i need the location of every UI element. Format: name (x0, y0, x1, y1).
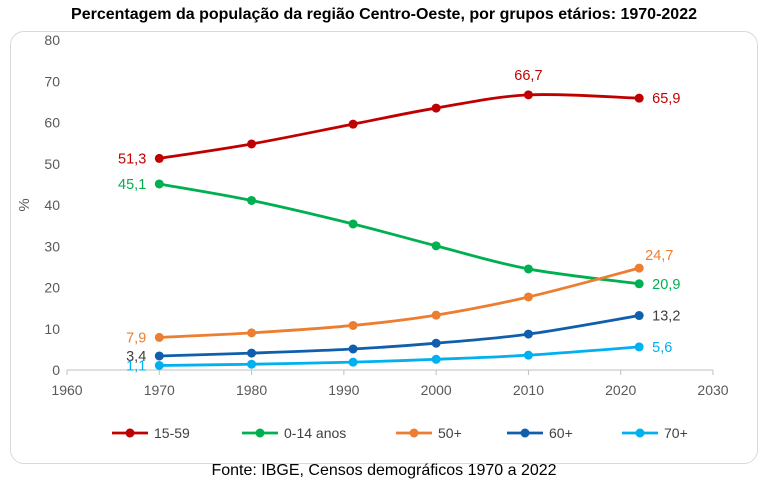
y-tick-label: 80 (44, 32, 60, 48)
data-labels: 51,3 66,7 65,9 45,1 20,9 7,9 24,7 3,4 13,2 1,1 5,6 (118, 68, 680, 375)
chart-panel (10, 31, 758, 464)
data-point (634, 311, 644, 321)
data-point (523, 90, 533, 100)
data-point (154, 351, 164, 361)
data-point (247, 195, 257, 205)
legend-label: 0-14 anos (284, 425, 346, 441)
y-axis-label: % (16, 198, 33, 211)
legend-label: 60+ (549, 425, 573, 441)
data-point (154, 332, 164, 342)
chart-title: Percentagem da população da região Centr… (71, 6, 697, 23)
data-label: 7,9 (126, 330, 146, 346)
data-point (348, 344, 358, 354)
data-point (634, 342, 644, 352)
x-tick-label: 2020 (605, 382, 636, 398)
series-line (159, 345, 640, 367)
data-label: 24,7 (645, 248, 673, 264)
data-label: 65,9 (652, 91, 680, 107)
legend-label: 50+ (438, 425, 462, 441)
legend-swatch-marker (409, 428, 419, 438)
data-label: 66,7 (514, 68, 542, 84)
data-label: 3,4 (126, 349, 146, 365)
data-point (247, 359, 257, 369)
data-point (634, 93, 644, 103)
data-point (348, 320, 358, 330)
series-0-14-anos (154, 179, 644, 289)
x-tick-label: 1960 (51, 382, 82, 398)
legend: 15-59 0-14 anos 50+ 60+ 70+ (112, 425, 688, 441)
data-point (523, 292, 533, 302)
legend-item: 60+ (507, 425, 573, 441)
data-point (431, 338, 441, 348)
legend-swatch-marker (255, 428, 265, 438)
y-tick-label: 40 (44, 197, 60, 213)
data-label: 1,1 (126, 358, 146, 374)
series-60- (154, 311, 644, 361)
x-tick-label: 1970 (144, 382, 175, 398)
data-point (247, 348, 257, 358)
y-tick-label: 50 (44, 156, 60, 172)
legend-item: 15-59 (112, 425, 190, 441)
y-tick-label: 10 (44, 321, 60, 337)
data-point (431, 241, 441, 251)
data-point (154, 153, 164, 163)
data-point (634, 279, 644, 289)
data-point (247, 139, 257, 149)
series-line (159, 314, 640, 358)
y-tick-label: 30 (44, 238, 60, 254)
x-tick-label: 2030 (697, 382, 728, 398)
legend-swatch-marker (635, 428, 645, 438)
data-point (634, 263, 644, 273)
data-point (348, 119, 358, 129)
x-tick-label: 2010 (513, 382, 544, 398)
legend-swatch-marker (520, 428, 530, 438)
legend-swatch-marker (125, 428, 135, 438)
data-point (247, 328, 257, 338)
data-point (431, 310, 441, 320)
legend-item: 70+ (622, 425, 688, 441)
data-point (348, 219, 358, 229)
legend-item: 0-14 anos (242, 425, 346, 441)
series-line (159, 266, 640, 339)
x-tick-label: 2000 (421, 382, 452, 398)
data-label: 5,6 (652, 340, 672, 356)
data-label: 13,2 (652, 309, 680, 325)
source-note: Fonte: IBGE, Censos demográficos 1970 a … (211, 462, 557, 479)
data-label: 51,3 (118, 151, 146, 167)
y-tick-label: 0 (52, 362, 60, 378)
data-point (348, 357, 358, 367)
data-point (431, 103, 441, 113)
data-point (523, 350, 533, 360)
series-70- (154, 342, 644, 370)
data-point (154, 179, 164, 189)
series-15-59 (154, 90, 644, 163)
data-point (154, 360, 164, 370)
series-50- (154, 263, 644, 342)
legend-label: 15-59 (154, 425, 190, 441)
y-tick-label: 20 (44, 280, 60, 296)
x-tick-label: 1990 (328, 382, 359, 398)
data-label: 45,1 (118, 177, 146, 193)
data-label: 20,9 (652, 277, 680, 293)
series-layer (154, 90, 644, 370)
data-point (523, 329, 533, 339)
x-tick-label: 1980 (236, 382, 267, 398)
legend-label: 70+ (664, 425, 688, 441)
legend-item: 50+ (396, 425, 462, 441)
y-tick-label: 70 (44, 73, 60, 89)
y-tick-label: 60 (44, 115, 60, 131)
data-point (431, 354, 441, 364)
series-line (159, 93, 640, 160)
series-line (159, 182, 640, 286)
data-point (523, 264, 533, 274)
